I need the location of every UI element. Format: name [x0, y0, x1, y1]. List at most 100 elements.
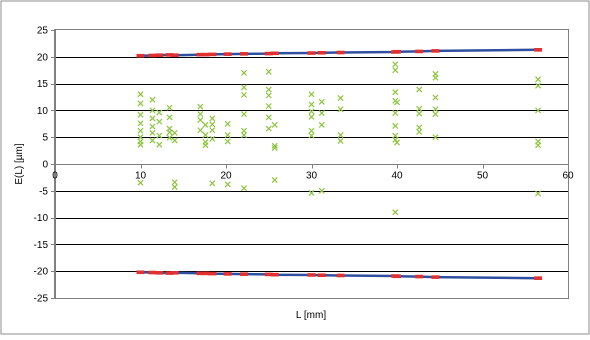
y-axis-label: E(L) [µm] [14, 143, 25, 185]
measurement-point [318, 187, 325, 194]
lower-limit-marker [336, 273, 345, 278]
y-tick-label: 5 [42, 133, 48, 144]
measurement-point [337, 137, 344, 144]
measurement-point [202, 121, 209, 128]
measurement-point [149, 96, 156, 103]
measurement-point [393, 139, 401, 146]
measurement-point [240, 69, 247, 76]
lower-limit-marker [264, 272, 273, 277]
upper-limit-marker [208, 52, 217, 57]
tick-labels: -25 -20 -15 -10 -5 0 5 10 15 20 25 0 10 20 30 40 50 60 [34, 26, 574, 305]
measurement-point [209, 135, 216, 142]
measurement-point [171, 184, 178, 191]
y-tick-label: -5 [39, 186, 48, 197]
measurement-point [265, 92, 272, 99]
upper-limit-marker [165, 53, 174, 57]
measurement-point [393, 99, 401, 106]
measurement-point [265, 86, 272, 93]
lower-limit-marker [223, 272, 232, 276]
measurement-point [149, 115, 156, 122]
measurement-point [392, 136, 399, 143]
measurement-point [137, 91, 144, 98]
measurement-point [156, 141, 163, 148]
measurement-point [137, 111, 144, 118]
x-tick-label: 40 [391, 171, 403, 182]
measurement-point [271, 144, 278, 151]
measurement-point [137, 120, 144, 127]
measurement-point [156, 132, 163, 139]
measurement-point [197, 111, 204, 118]
measurement-point [271, 121, 278, 128]
lower-limit-marker [393, 274, 401, 279]
lower-limit-marker [136, 270, 145, 275]
lower-limit-marker [431, 275, 440, 279]
upper-limit-marker [201, 52, 210, 57]
y-tick-label: -10 [34, 213, 49, 224]
measurement-point [308, 91, 315, 98]
upper-limit-marker [148, 53, 157, 58]
measurement-point [171, 129, 178, 136]
measurement-point [337, 95, 344, 102]
measurement-point [432, 106, 439, 113]
upper-limit-marker [534, 48, 543, 52]
measurement-point [240, 185, 247, 192]
x-tick-label: 50 [477, 171, 489, 182]
measurement-point [156, 118, 163, 125]
lower-limit-marker [307, 273, 316, 277]
measurement-point [535, 82, 542, 89]
upper-limit-marker [415, 49, 424, 54]
measurement-point [240, 84, 247, 91]
x-tick-label: 10 [135, 171, 147, 182]
measurement-point [137, 127, 144, 134]
measurement-point [171, 179, 178, 186]
measurement-point [137, 179, 144, 186]
measurement-point [149, 123, 156, 130]
measurement-point [166, 134, 173, 141]
measurement-point [209, 115, 216, 122]
upper-limit-marker [239, 52, 248, 56]
upper-limit-marker [155, 53, 164, 57]
measurement-point [432, 74, 439, 81]
measurement-point [318, 98, 325, 105]
upper-limit-marker [393, 49, 401, 54]
measurement-point [392, 122, 399, 129]
x-tick-label: 60 [562, 171, 574, 182]
measurement-point [265, 103, 272, 110]
upper-limit-marker [223, 52, 232, 56]
y-tick-label: -25 [34, 294, 49, 305]
limit-series [136, 48, 543, 280]
measurement-point [240, 91, 247, 98]
upper-limit-marker [336, 50, 345, 55]
upper-limit-marker [136, 53, 145, 58]
lower-limit-marker [317, 273, 326, 278]
measurement-point [137, 100, 144, 107]
measurement-point [271, 177, 278, 184]
measurement-point [265, 125, 272, 132]
measurement-point [318, 110, 325, 117]
y-tick-label: 15 [37, 79, 49, 90]
measurement-point [308, 127, 315, 134]
measurement-point [416, 128, 423, 135]
measurement-point [392, 110, 399, 117]
measurement-point [416, 105, 423, 112]
x-tick-label: 20 [220, 171, 232, 182]
y-tick-label: -15 [34, 240, 49, 251]
measurement-point [308, 189, 315, 196]
measurement-point [432, 94, 439, 101]
measurement-point [224, 120, 231, 127]
upper-limit-marker [317, 50, 326, 55]
upper-limit-marker [270, 51, 279, 56]
measurement-point [149, 107, 156, 114]
measurement-point [197, 127, 204, 134]
measurement-point [337, 132, 344, 139]
measurement-point [337, 106, 344, 113]
measurement-series [137, 61, 542, 216]
measurement-point [137, 141, 144, 148]
lower-limit-marker [239, 272, 248, 276]
lower-limit-marker [196, 271, 205, 276]
measurement-point [209, 127, 216, 134]
measurement-point [224, 138, 231, 145]
measurement-point [535, 107, 542, 114]
measurement-point [209, 180, 216, 187]
